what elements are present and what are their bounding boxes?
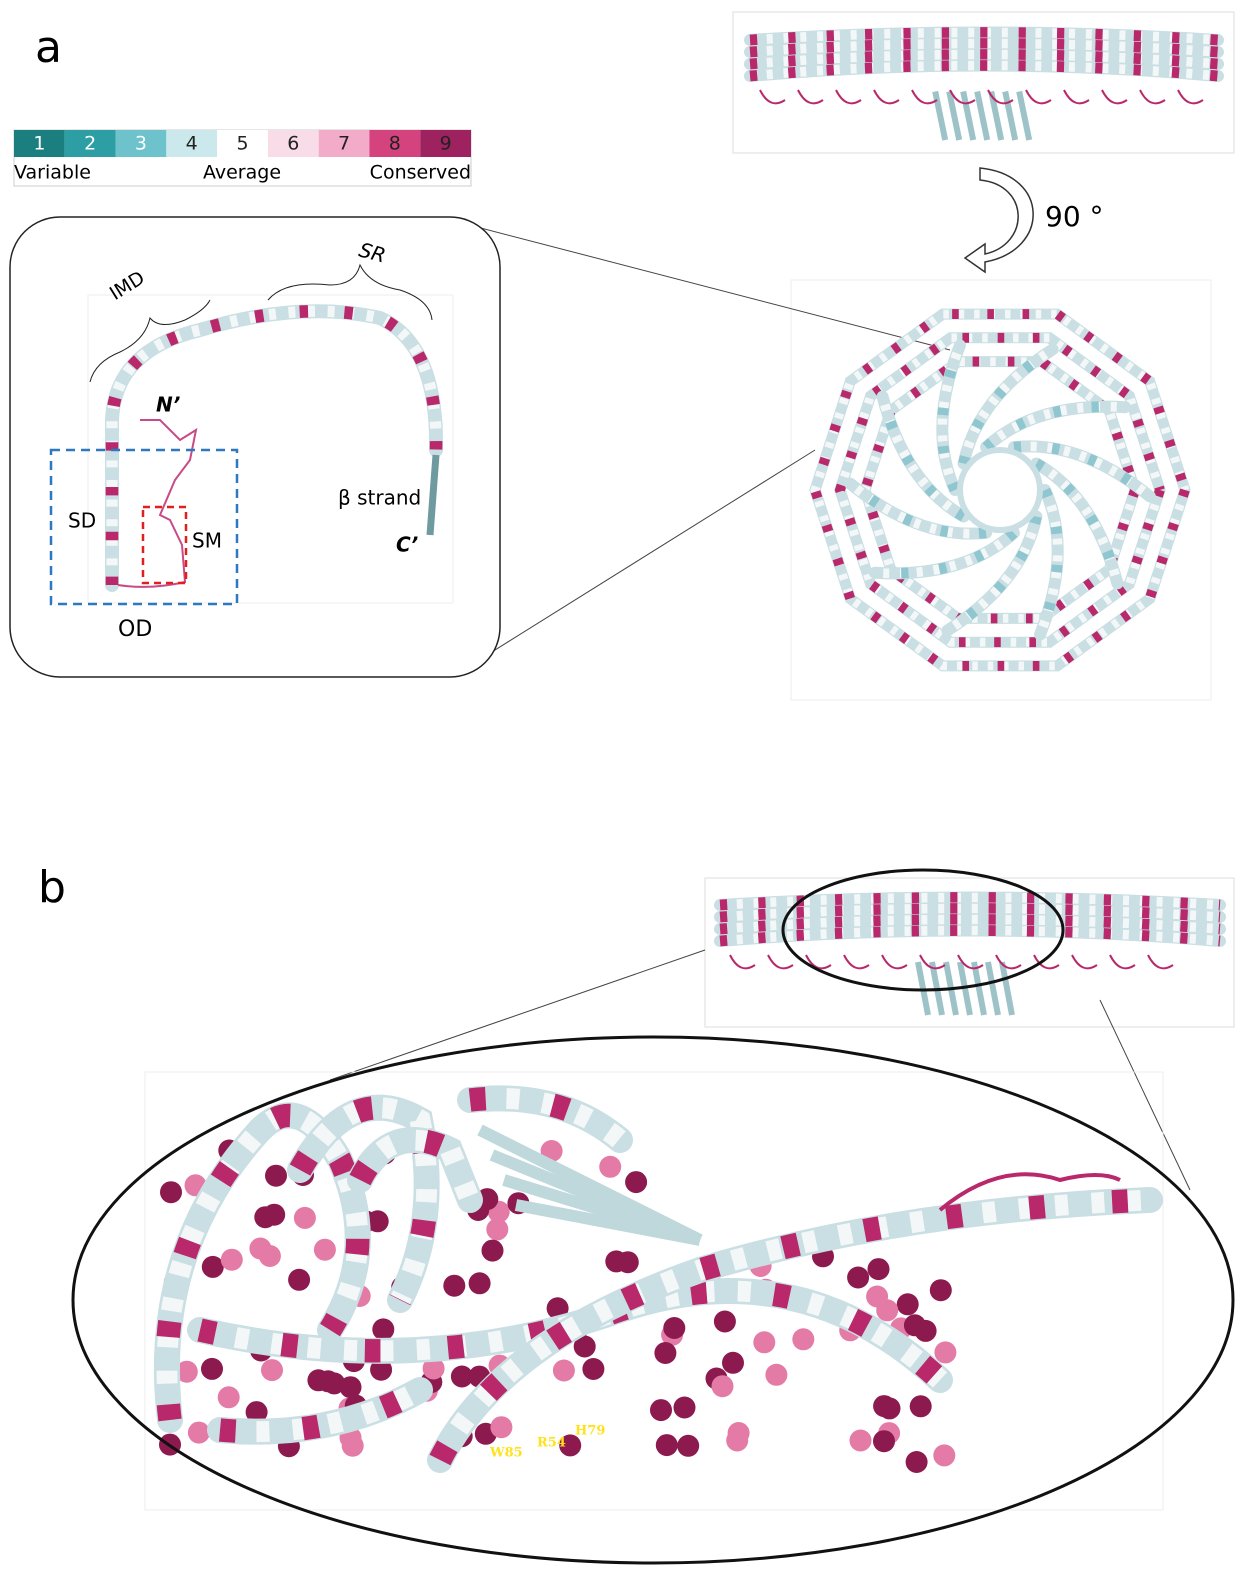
residue-sphere [294,1207,316,1229]
residue-sphere [307,1369,329,1391]
residue-sphere [910,1395,932,1417]
residue-sphere [663,1317,685,1339]
residue-sphere [930,1279,952,1301]
scale-value: 1 [33,133,45,155]
residue-sphere [288,1269,310,1291]
residue-sphere [677,1435,699,1457]
region-label: β strand [338,486,421,510]
figure: a b Variable Average Conserved 1 2 3 4 5 6 7 8 9… [0,0,1244,1581]
residue-sphere [221,1249,243,1271]
scale-left: Variable [14,162,91,184]
scale-middle: Average [203,162,281,184]
region-label: OD [118,617,152,642]
residue-sphere [792,1328,814,1350]
residue-sphere [160,1181,182,1203]
scale-value: 9 [440,133,452,155]
residue-sphere [722,1352,744,1374]
terminus-label: C’ [396,533,418,557]
residue-sphere [906,1451,928,1473]
residue-label: R54 [537,1436,566,1451]
residue-sphere [753,1331,775,1353]
region-label: SD [68,509,96,533]
panel-label: b [38,862,66,913]
residue-sphere [202,1256,224,1278]
residue-sphere [650,1399,672,1421]
residue-sphere [933,1444,955,1466]
scale-value: 4 [186,133,198,155]
residue-sphere [443,1275,465,1297]
scale-value: 3 [135,133,147,155]
residue-sphere [469,1272,491,1294]
pore [960,450,1040,530]
residue-sphere [873,1395,895,1417]
conservation-scale: Variable Average Conserved 1 2 3 4 5 6 7 8 9 [14,130,471,186]
residue-sphere [868,1258,890,1280]
residue-sphere [553,1360,575,1382]
residue-sphere [372,1318,394,1340]
scale-right: Conserved [370,162,471,184]
residue-sphere [314,1239,336,1261]
rotation-label: 90 ° [1045,200,1104,233]
residue-sphere [265,1165,287,1187]
residue-sphere [486,1218,508,1240]
inset-frame [10,217,500,677]
scale-value: 5 [236,133,248,155]
residue-label: W85 [489,1446,523,1461]
residue-sphere [714,1311,736,1333]
region-label: SM [192,529,222,553]
residue-sphere [259,1245,281,1267]
residue-sphere [897,1293,919,1315]
residue-sphere [934,1341,956,1363]
terminus-label: N’ [156,393,180,417]
residue-sphere [261,1359,283,1381]
panel-label: a [35,22,62,73]
residue-sphere [765,1364,787,1386]
residue-sphere [482,1240,504,1262]
residue-sphere [654,1342,676,1364]
residue-sphere [873,1430,895,1452]
residue-sphere [876,1299,898,1321]
residue-label: H79 [575,1424,605,1439]
residue-sphere [254,1206,276,1228]
residue-sphere [726,1430,748,1452]
zoom-line [450,220,950,350]
rotation-arrow [965,168,1033,272]
residue-sphere [201,1358,223,1380]
residue-sphere [656,1434,678,1456]
scale-value: 2 [84,133,96,155]
scale-value: 7 [338,133,350,155]
scale-value: 8 [389,133,401,155]
residue-sphere [712,1375,734,1397]
zoom-line [455,450,815,675]
residue-sphere [218,1386,240,1408]
residue-sphere [599,1156,621,1178]
residue-sphere [188,1422,210,1444]
residue-sphere [850,1430,872,1452]
zoom-line [330,950,705,1080]
residue-sphere [605,1250,627,1272]
residue-sphere [847,1267,869,1289]
residue-sphere [625,1171,647,1193]
residue-sphere [904,1314,926,1336]
residue-sphere [490,1416,512,1438]
scale-value: 6 [287,133,299,155]
residue-sphere [582,1358,604,1380]
residue-sphere [674,1397,696,1419]
